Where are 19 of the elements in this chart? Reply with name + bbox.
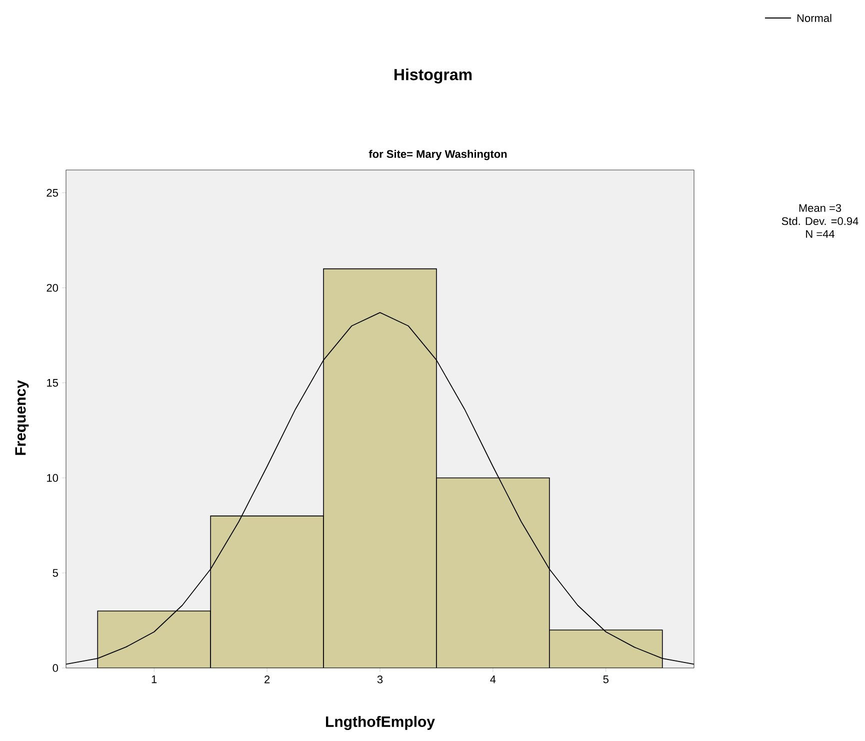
y-tick-label: 0 <box>52 664 58 672</box>
y-tick-label: 5 <box>52 569 58 577</box>
x-tick-label: 5 <box>603 676 608 684</box>
chart-title: Histogram <box>394 68 472 84</box>
x-tick-label: 2 <box>264 676 270 684</box>
x-tick-label: 4 <box>490 676 496 684</box>
y-tick-label: 20 <box>46 284 58 292</box>
y-tick-label: 10 <box>47 474 58 482</box>
y-tick-label: 25 <box>46 188 58 197</box>
text: Std. Dev. =0.94 <box>782 216 858 226</box>
x-tick-label: 3 <box>377 676 383 684</box>
x-axis-title: LngthofEmploy <box>326 716 435 730</box>
text: Mean =3 <box>799 204 842 212</box>
y-tick-label: 15 <box>47 379 58 387</box>
x-tick-label: 1 <box>152 676 157 684</box>
text: N =44 <box>806 230 834 238</box>
legend-label: Normal <box>797 14 832 22</box>
y-axis-title: Frequency <box>15 380 29 455</box>
chart-subtitle: for Site= Mary Washington <box>368 150 507 160</box>
